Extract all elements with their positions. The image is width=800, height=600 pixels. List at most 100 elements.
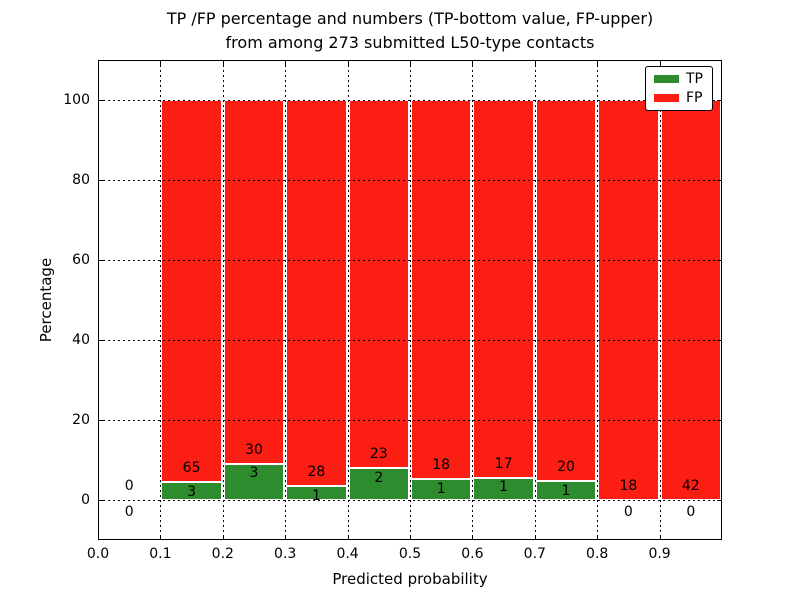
y-tickmark-left: [98, 500, 103, 501]
x-tick-label: 0.8: [586, 546, 609, 562]
y-tick-label: 40: [72, 332, 90, 348]
v-gridline: [410, 60, 411, 540]
x-tick-label: 0.4: [336, 546, 359, 562]
fp-count-label: 17: [494, 455, 513, 472]
x-tickmark-bottom: [285, 535, 287, 540]
x-tickmark-bottom: [472, 535, 474, 540]
tp-bar: [223, 463, 285, 500]
fp-count-label: 30: [245, 441, 263, 458]
fp-bar: [598, 100, 659, 500]
fp-count-label: 18: [432, 456, 451, 473]
tp-count-label: 3: [187, 483, 197, 500]
x-tick-label: 0.7: [523, 546, 546, 562]
y-tickmark-right: [717, 420, 722, 421]
y-tickmark-right: [717, 260, 722, 261]
x-tickmark-bottom: [160, 535, 162, 540]
y-tickmark-left: [98, 180, 103, 181]
legend-label-tp: TP: [686, 71, 703, 87]
tp-bar: [286, 486, 347, 500]
y-tickmark-left: [98, 420, 103, 421]
x-axis-label: Predicted probability: [332, 570, 488, 588]
y-tick-label: 60: [72, 252, 90, 268]
x-tickmark-bottom: [597, 535, 599, 540]
y-tickmark-right: [717, 180, 722, 181]
x-tickmark-top: [222, 60, 224, 65]
x-tick-label: 0.3: [274, 546, 297, 562]
tp-count-label: 1: [436, 480, 446, 497]
fp-count-label: 42: [681, 478, 700, 494]
x-tickmark-top: [98, 60, 99, 65]
fp-bar: [348, 100, 409, 468]
y-tickmark-left: [98, 100, 103, 101]
tp-count-label: 1: [499, 479, 509, 496]
v-gridline: [597, 60, 599, 540]
y-tickmark-left: [98, 340, 103, 341]
x-tickmark-bottom: [534, 535, 536, 540]
fp-count-label: 20: [557, 458, 575, 475]
tp-bar: [161, 482, 222, 500]
x-tickmark-bottom: [222, 535, 224, 540]
y-tickmark-right: [717, 500, 722, 501]
chart-title: TP /FP percentage and numbers (TP-bottom…: [88, 7, 732, 55]
v-gridline: [160, 60, 162, 540]
x-tickmark-top: [659, 60, 661, 65]
x-tickmark-top: [160, 60, 162, 65]
fp-count-label: 28: [307, 464, 326, 481]
x-tick-label: 0.0: [86, 546, 110, 562]
y-tick-label: 20: [72, 412, 90, 428]
tp-count-label: 0: [124, 504, 134, 521]
fp-bar: [411, 100, 472, 479]
v-gridline: [534, 60, 536, 540]
y-tickmark-right: [717, 100, 722, 101]
v-gridline: [472, 60, 474, 540]
fp-count-label: 18: [619, 478, 638, 494]
x-tickmark-top: [534, 60, 536, 65]
fp-count-label: 23: [369, 446, 388, 462]
x-tickmark-top: [347, 60, 349, 65]
fp-bar: [286, 100, 347, 487]
chart-title-line1: TP /FP percentage and numbers (TP-bottom…: [166, 9, 654, 28]
fp-bar: [161, 100, 222, 483]
tp-count-label: 3: [249, 465, 259, 482]
v-gridline: [285, 60, 287, 540]
y-tick-label: 0: [81, 492, 90, 508]
x-tick-label: 0.1: [149, 546, 172, 562]
legend-box: TP FP: [645, 66, 713, 111]
x-tick-label: 0.6: [461, 546, 484, 562]
tp-count-label: 1: [561, 482, 571, 499]
legend-item-tp: TP: [654, 72, 712, 86]
x-tickmark-top: [472, 60, 474, 65]
y-tickmark-right: [717, 340, 722, 341]
y-tick-label: 80: [72, 172, 90, 188]
tp-count-label: 2: [374, 469, 384, 486]
tp-bar: [473, 477, 534, 500]
legend-item-fp: FP: [654, 91, 712, 105]
tp-count-label: 0: [623, 504, 633, 521]
tp-count-label: 0: [686, 504, 696, 521]
x-tickmark-top: [597, 60, 599, 65]
chart-title-line2: from among 273 submitted L50-type contac…: [225, 33, 595, 52]
x-tickmark-bottom: [659, 535, 661, 540]
fp-bar: [535, 100, 597, 481]
tp-count-label: 1: [311, 487, 321, 504]
x-tick-label: 0.5: [398, 546, 422, 562]
fp-bar: [223, 100, 285, 464]
legend-label-fp: FP: [686, 90, 703, 106]
tp-bar: [411, 478, 472, 500]
y-tick-label: 100: [63, 92, 90, 108]
tp-swatch: [654, 75, 679, 83]
x-tick-label: 0.9: [648, 546, 671, 562]
tp-bar: [535, 480, 597, 500]
fp-swatch: [654, 94, 679, 102]
fp-count-label: 65: [182, 460, 201, 477]
x-tickmark-bottom: [98, 535, 99, 540]
fp-bar: [473, 100, 534, 478]
x-tickmark-top: [285, 60, 287, 65]
v-gridline: [347, 60, 349, 540]
fp-count-label: 0: [124, 478, 134, 494]
y-tickmark-left: [98, 260, 103, 261]
x-tickmark-top: [410, 60, 411, 65]
x-tickmark-bottom: [347, 535, 349, 540]
x-tickmark-bottom: [410, 535, 411, 540]
